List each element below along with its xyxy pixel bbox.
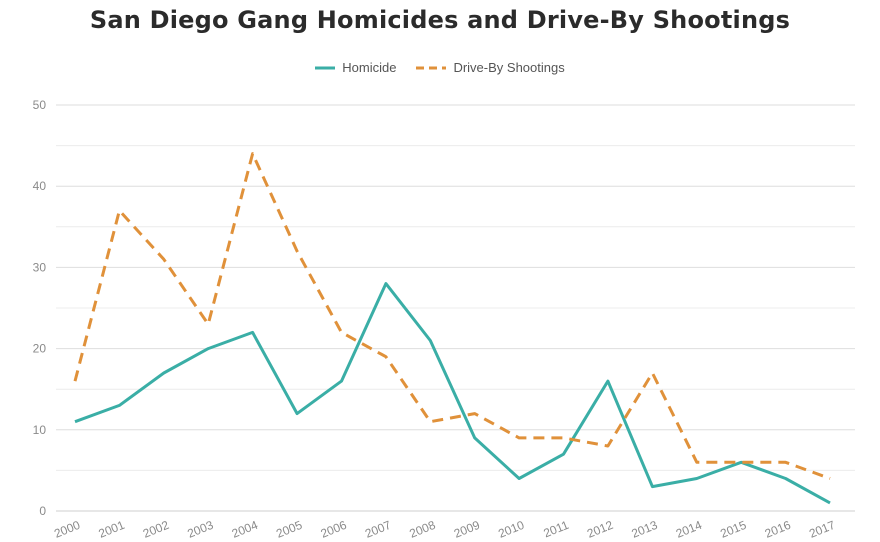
x-tick-label: 2011 — [541, 518, 570, 541]
gridlines — [56, 104, 855, 512]
y-tick-label: 30 — [33, 260, 47, 274]
series-line-homicide[interactable] — [74, 282, 831, 505]
y-tick-label: 40 — [33, 179, 47, 193]
x-tick-label: 2016 — [763, 518, 793, 541]
series-lines — [71, 150, 834, 507]
data-point[interactable] — [693, 475, 701, 483]
data-point[interactable] — [160, 255, 168, 263]
data-point[interactable] — [204, 320, 212, 328]
data-point[interactable] — [382, 280, 390, 288]
data-point[interactable] — [515, 434, 523, 442]
data-point[interactable] — [204, 345, 212, 353]
y-tick-label: 50 — [33, 98, 47, 112]
data-point[interactable] — [604, 377, 612, 385]
data-point[interactable] — [560, 434, 568, 442]
data-point[interactable] — [293, 247, 301, 255]
data-point[interactable] — [737, 458, 745, 466]
legend-label-drive-by-shootings: Drive-By Shootings — [453, 60, 565, 75]
y-axis-ticks: 0 10 20 30 40 50 — [33, 98, 47, 518]
y-tick-label: 0 — [39, 504, 46, 518]
data-point[interactable] — [426, 336, 434, 344]
x-tick-label: 2010 — [496, 518, 526, 541]
data-point[interactable] — [648, 483, 656, 491]
data-point[interactable] — [115, 401, 123, 409]
data-point[interactable] — [337, 377, 345, 385]
data-point[interactable] — [471, 434, 479, 442]
legend-item-homicide[interactable]: Homicide — [315, 60, 396, 75]
y-tick-label: 20 — [33, 342, 47, 356]
data-point[interactable] — [604, 442, 612, 450]
x-axis-ticks: 2000 2001 2002 2003 2004 2005 2006 2007 2008 2009… — [52, 518, 837, 541]
series-line-drive-by-shootings[interactable] — [73, 152, 831, 480]
data-point[interactable] — [160, 369, 168, 377]
data-point[interactable] — [693, 458, 701, 466]
legend-label-homicide: Homicide — [342, 60, 397, 75]
chart-title: San Diego Gang Homicides and Drive-By Sh… — [89, 6, 791, 34]
legend-swatch-homicide — [315, 66, 336, 69]
data-point[interactable] — [826, 475, 834, 483]
x-tick-label: 2006 — [319, 518, 349, 541]
legend-swatch-drive-by-shootings — [416, 66, 447, 69]
data-point[interactable] — [337, 328, 345, 336]
data-point[interactable] — [71, 377, 79, 385]
x-tick-label: 2008 — [407, 518, 437, 541]
x-tick-label: 2000 — [52, 518, 82, 541]
x-tick-label: 2005 — [274, 518, 304, 541]
x-tick-label: 2009 — [452, 518, 482, 541]
data-point[interactable] — [426, 418, 434, 426]
data-point[interactable] — [115, 207, 123, 215]
data-point[interactable] — [249, 150, 257, 158]
data-point[interactable] — [560, 450, 568, 458]
data-point[interactable] — [782, 458, 790, 466]
data-point[interactable] — [471, 410, 479, 418]
data-point[interactable] — [515, 475, 523, 483]
data-point[interactable] — [293, 410, 301, 418]
x-tick-label: 2003 — [185, 518, 215, 541]
data-point[interactable] — [71, 418, 79, 426]
legend-item-drive-by-shootings[interactable]: Drive-By Shootings — [416, 60, 565, 75]
x-tick-label: 2013 — [629, 518, 659, 541]
x-tick-label: 2007 — [363, 518, 393, 541]
x-tick-label: 2004 — [230, 518, 260, 541]
x-tick-label: 2001 — [97, 518, 127, 541]
data-point[interactable] — [249, 328, 257, 336]
x-tick-label: 2002 — [141, 518, 171, 541]
x-tick-label: 2014 — [674, 518, 704, 541]
data-point[interactable] — [648, 369, 656, 377]
data-point[interactable] — [782, 475, 790, 483]
data-point[interactable] — [826, 499, 834, 507]
x-tick-label: 2015 — [718, 518, 748, 541]
x-tick-label: 2012 — [585, 518, 615, 541]
data-point[interactable] — [382, 353, 390, 361]
y-tick-label: 10 — [33, 423, 47, 437]
x-tick-label: 2017 — [807, 518, 837, 541]
legend: Homicide Drive-By Shootings — [0, 60, 880, 75]
